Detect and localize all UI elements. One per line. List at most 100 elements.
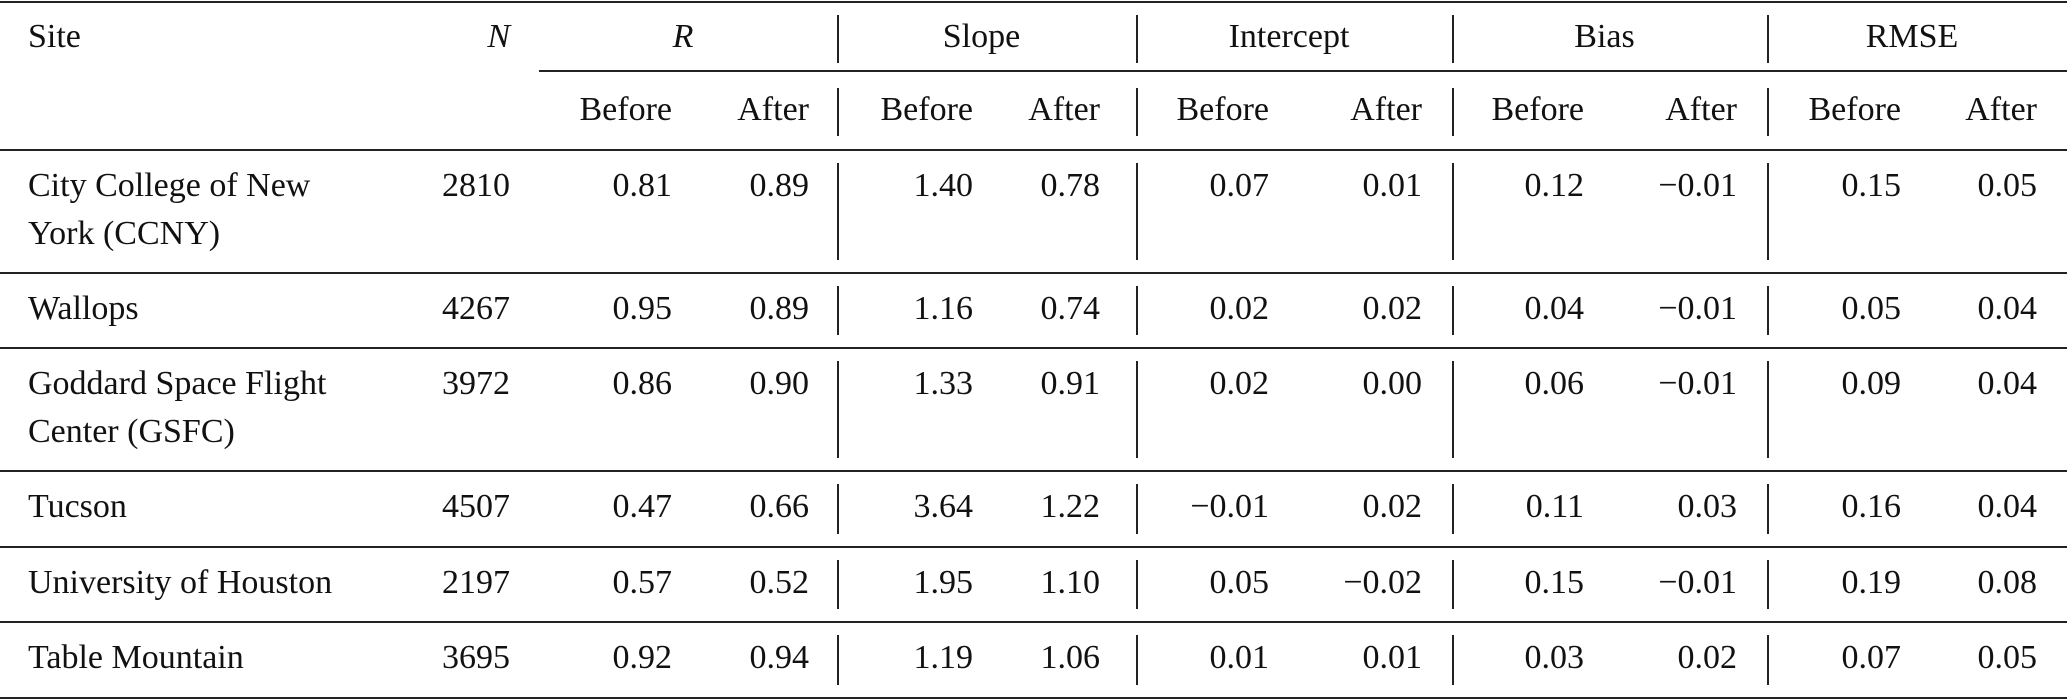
column-divider bbox=[1136, 361, 1138, 458]
header-n: N bbox=[487, 18, 510, 55]
column-divider bbox=[1452, 286, 1454, 335]
column-divider bbox=[837, 635, 839, 685]
cell-value: 0.92 bbox=[612, 639, 673, 676]
column-divider bbox=[1767, 484, 1769, 534]
header-sub-after: After bbox=[1350, 91, 1422, 128]
site-name: Tucson bbox=[28, 488, 127, 525]
cell-value: 0.02 bbox=[1362, 488, 1423, 525]
column-divider bbox=[1767, 163, 1769, 260]
site-name: Goddard Space Flight bbox=[28, 365, 327, 402]
cell-value: 1.06 bbox=[1040, 639, 1101, 676]
cell-value: 0.86 bbox=[612, 365, 673, 402]
column-divider bbox=[1136, 286, 1138, 335]
cell-value: 0.66 bbox=[749, 488, 810, 525]
cell-value: 0.03 bbox=[1677, 488, 1738, 525]
column-divider bbox=[1452, 15, 1454, 63]
column-divider bbox=[1136, 635, 1138, 685]
header-sub-before: Before bbox=[1808, 91, 1901, 128]
column-divider bbox=[1452, 484, 1454, 534]
cell-value: 0.04 bbox=[1524, 290, 1585, 327]
cell-value: −0.01 bbox=[1658, 167, 1737, 204]
cell-value: 0.01 bbox=[1209, 639, 1270, 676]
cell-value: 1.95 bbox=[913, 564, 974, 601]
header-sub-before: Before bbox=[579, 91, 672, 128]
column-divider bbox=[837, 88, 839, 136]
cell-value: 0.06 bbox=[1524, 365, 1585, 402]
cell-value: 0.02 bbox=[1209, 365, 1270, 402]
cell-value: 0.05 bbox=[1841, 290, 1902, 327]
group-rule bbox=[539, 70, 2067, 72]
cell-value: 0.07 bbox=[1209, 167, 1270, 204]
header-group-r: R bbox=[672, 18, 694, 55]
column-divider bbox=[1136, 484, 1138, 534]
header-rule bbox=[0, 149, 2067, 151]
cell-value: 0.89 bbox=[749, 167, 810, 204]
cell-value: 0.04 bbox=[1977, 365, 2038, 402]
column-divider bbox=[837, 484, 839, 534]
site-name: York (CCNY) bbox=[28, 215, 221, 252]
cell-value: 0.90 bbox=[749, 365, 810, 402]
cell-value: 0.57 bbox=[612, 564, 673, 601]
cell-value: 1.22 bbox=[1040, 488, 1101, 525]
cell-value: −0.01 bbox=[1658, 564, 1737, 601]
cell-value: 0.09 bbox=[1841, 365, 1902, 402]
header-group-intercept: Intercept bbox=[1228, 18, 1350, 55]
cell-value: 0.01 bbox=[1362, 167, 1423, 204]
column-divider bbox=[1452, 361, 1454, 458]
row-rule bbox=[0, 470, 2067, 472]
cell-value: 0.12 bbox=[1524, 167, 1585, 204]
cell-value: 0.52 bbox=[749, 564, 810, 601]
cell-value: 0.05 bbox=[1977, 167, 2038, 204]
column-divider bbox=[1136, 163, 1138, 260]
header-group-rmse: RMSE bbox=[1865, 18, 1959, 55]
column-divider bbox=[1767, 15, 1769, 63]
cell-value: 0.74 bbox=[1040, 290, 1101, 327]
cell-value: 0.05 bbox=[1209, 564, 1270, 601]
site-name: Center (GSFC) bbox=[28, 413, 235, 450]
row-rule bbox=[0, 347, 2067, 349]
site-name: University of Houston bbox=[28, 564, 333, 601]
cell-value: 0.02 bbox=[1209, 290, 1270, 327]
column-divider bbox=[1136, 88, 1138, 136]
row-rule bbox=[0, 621, 2067, 623]
column-divider bbox=[1767, 560, 1769, 609]
cell-value: 0.95 bbox=[612, 290, 673, 327]
top-rule bbox=[0, 1, 2067, 3]
cell-value: 0.19 bbox=[1841, 564, 1902, 601]
n-value: 3972 bbox=[442, 365, 510, 402]
cell-value: 0.04 bbox=[1977, 290, 2038, 327]
header-sub-before: Before bbox=[880, 91, 973, 128]
cell-value: 0.47 bbox=[612, 488, 673, 525]
row-rule bbox=[0, 272, 2067, 274]
column-divider bbox=[1136, 560, 1138, 609]
n-value: 3695 bbox=[442, 639, 510, 676]
site-name: City College of New bbox=[28, 167, 311, 204]
column-divider bbox=[1452, 88, 1454, 136]
cell-value: 0.02 bbox=[1677, 639, 1738, 676]
column-divider bbox=[1452, 163, 1454, 260]
column-divider bbox=[837, 286, 839, 335]
cell-value: 0.16 bbox=[1841, 488, 1902, 525]
cell-value: 0.94 bbox=[749, 639, 810, 676]
cell-value: 1.19 bbox=[913, 639, 974, 676]
cell-value: 0.81 bbox=[612, 167, 673, 204]
cell-value: 0.04 bbox=[1977, 488, 2038, 525]
column-divider bbox=[1767, 361, 1769, 458]
cell-value: 0.78 bbox=[1040, 167, 1101, 204]
row-rule bbox=[0, 546, 2067, 548]
cell-value: 0.03 bbox=[1524, 639, 1585, 676]
cell-value: −0.01 bbox=[1658, 365, 1737, 402]
cell-value: 0.01 bbox=[1362, 639, 1423, 676]
header-sub-after: After bbox=[1965, 91, 2037, 128]
n-value: 4507 bbox=[442, 488, 510, 525]
column-divider bbox=[1136, 15, 1138, 63]
cell-value: 0.00 bbox=[1362, 365, 1423, 402]
cell-value: 3.64 bbox=[913, 488, 974, 525]
column-divider bbox=[837, 361, 839, 458]
n-value: 2810 bbox=[442, 167, 510, 204]
cell-value: 0.02 bbox=[1362, 290, 1423, 327]
n-value: 4267 bbox=[442, 290, 510, 327]
column-divider bbox=[1452, 635, 1454, 685]
header-site: Site bbox=[28, 18, 81, 55]
site-name: Wallops bbox=[28, 290, 139, 327]
